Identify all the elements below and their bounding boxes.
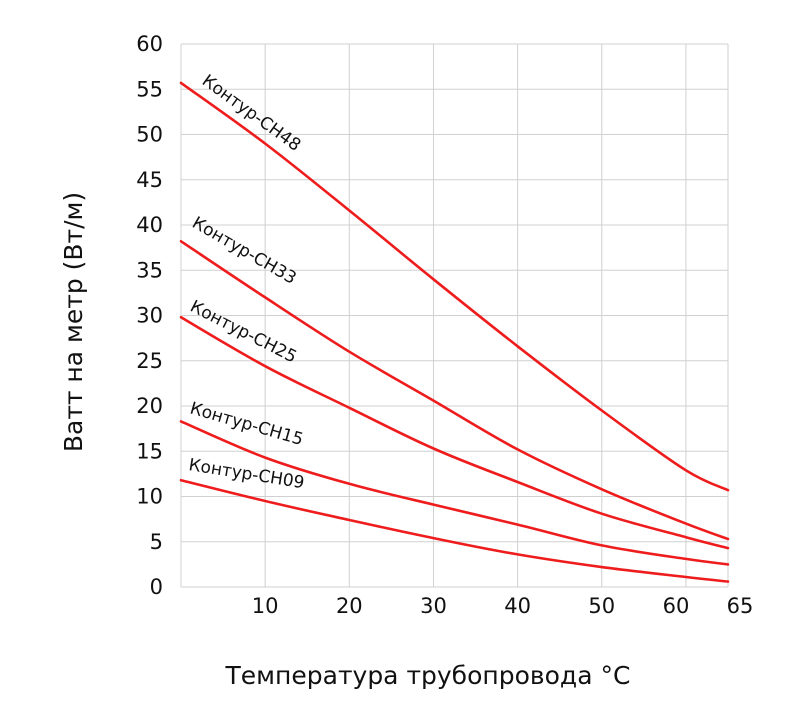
y-tick-label: 50 bbox=[136, 123, 163, 147]
series-line-4 bbox=[179, 478, 730, 583]
series-line-3 bbox=[179, 420, 730, 566]
y-axis-ticks: 0 5 10 15 20 25 30 35 40 45 50 55 60 bbox=[136, 32, 163, 599]
series-line-0 bbox=[179, 81, 730, 492]
y-axis-title: Ватт на метр (Вт/м) bbox=[59, 192, 88, 452]
y-tick-label: 20 bbox=[136, 394, 163, 418]
series-line-2 bbox=[179, 316, 730, 550]
x-tick-label: 20 bbox=[336, 594, 363, 618]
y-tick-label: 25 bbox=[136, 349, 163, 373]
y-tick-label: 15 bbox=[136, 439, 163, 463]
y-tick-label: 60 bbox=[136, 32, 163, 56]
series-lines bbox=[179, 81, 730, 583]
x-tick-label: 30 bbox=[420, 594, 447, 618]
y-tick-label: 10 bbox=[136, 485, 163, 509]
grid bbox=[180, 43, 729, 588]
y-tick-label: 30 bbox=[136, 304, 163, 328]
series-label-0: Контур-CH48 bbox=[198, 71, 304, 156]
y-tick-label: 5 bbox=[150, 530, 163, 554]
x-tick-label: 60 bbox=[663, 594, 690, 618]
x-tick-label: 40 bbox=[504, 594, 531, 618]
x-tick-label: 50 bbox=[588, 594, 615, 618]
y-tick-label: 35 bbox=[136, 258, 163, 282]
y-tick-label: 55 bbox=[136, 77, 163, 101]
x-axis-title: Температура трубопровода °С bbox=[225, 661, 631, 690]
x-axis-ticks: 10 20 30 40 50 60 65 bbox=[252, 594, 754, 618]
y-tick-label: 40 bbox=[136, 213, 163, 237]
y-tick-label: 0 bbox=[150, 575, 163, 599]
x-tick-label: 10 bbox=[252, 594, 279, 618]
series-label-1: Контур-CH33 bbox=[189, 213, 300, 289]
series-line-1 bbox=[179, 240, 730, 541]
y-tick-label: 45 bbox=[136, 168, 163, 192]
x-tick-label: 65 bbox=[727, 594, 754, 618]
